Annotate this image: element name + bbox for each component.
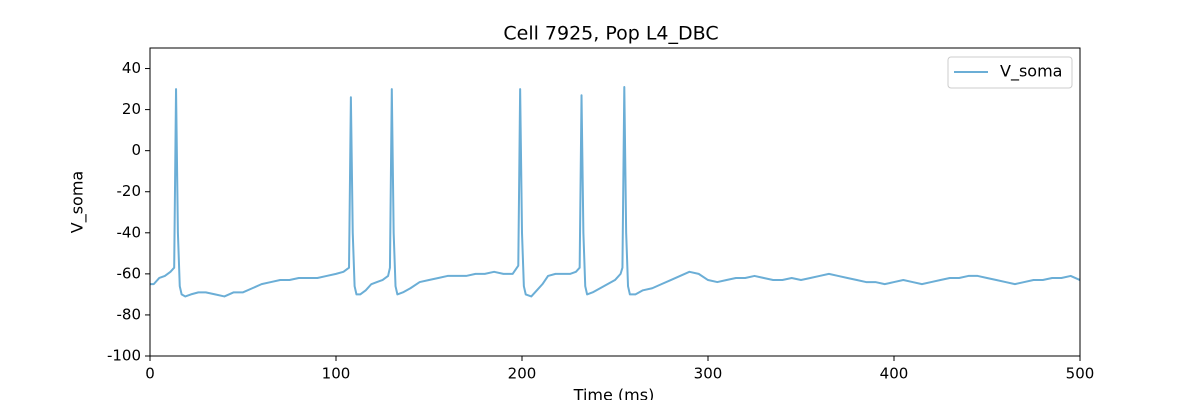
y-tick-label: 20 (122, 100, 141, 118)
x-tick-label: 100 (322, 365, 351, 383)
x-tick-label: 500 (1066, 365, 1095, 383)
data-line (150, 86, 1081, 298)
y-tick-label: -60 (117, 264, 142, 282)
y-tick-label: -40 (117, 223, 142, 241)
y-tick-label: 0 (131, 141, 141, 159)
x-axis-label: Time (ms) (573, 386, 655, 400)
y-tick-label: -20 (117, 182, 142, 200)
y-tick-label: -80 (117, 305, 142, 323)
chart-title: Cell 7925, Pop L4_DBC (503, 23, 718, 45)
y-axis-label: V_soma (68, 171, 88, 233)
legend-label: V_soma (1000, 62, 1062, 82)
x-tick-label: 200 (508, 365, 537, 383)
x-tick-label: 400 (880, 365, 909, 383)
y-tick-label: -100 (107, 347, 141, 365)
plot-frame (149, 47, 1081, 357)
legend-box (947, 56, 1073, 89)
x-tick-label: 0 (145, 365, 155, 383)
x-tick-label: 300 (694, 365, 723, 383)
y-tick-label: 40 (122, 59, 141, 77)
